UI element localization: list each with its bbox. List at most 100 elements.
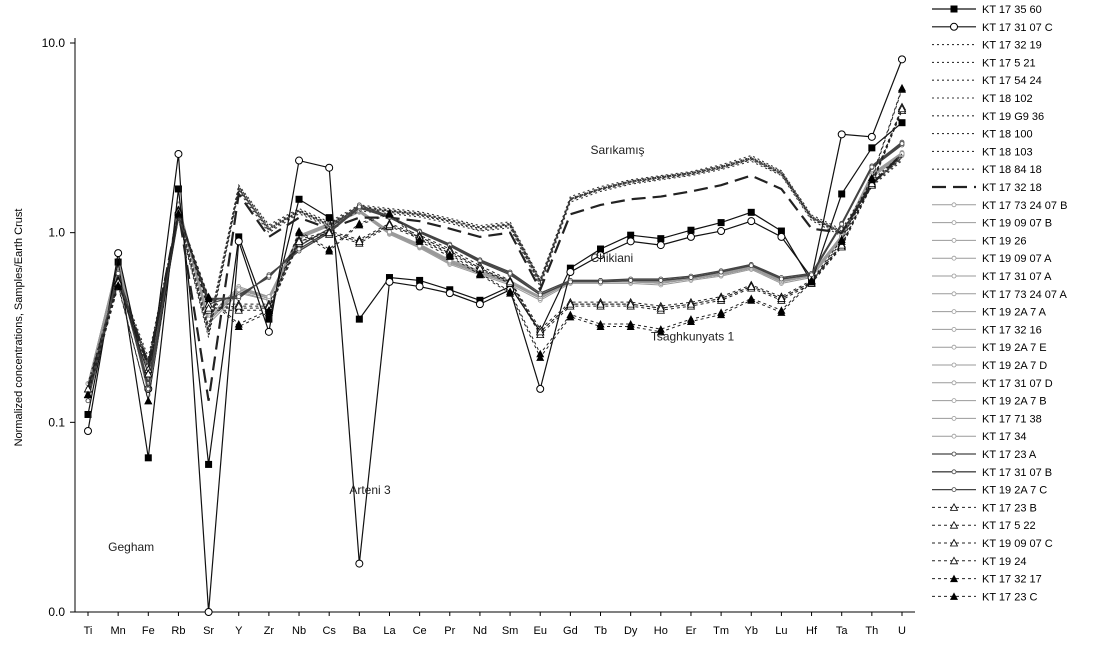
data-point bbox=[951, 309, 957, 315]
legend-label: KT 17 5 22 bbox=[982, 520, 1036, 532]
data-point bbox=[205, 460, 213, 468]
x-tick-label: Y bbox=[235, 625, 243, 637]
data-point bbox=[294, 237, 304, 245]
data-point bbox=[626, 299, 635, 308]
legend-entry: KT 17 5 22 bbox=[932, 520, 1036, 532]
legend-entry: KT 17 73 24 07 A bbox=[932, 289, 1067, 301]
legend-label: KT 17 23 A bbox=[982, 449, 1037, 461]
data-point bbox=[717, 308, 726, 316]
series-line bbox=[87, 59, 903, 613]
series-kt-17-35-60 bbox=[84, 119, 906, 468]
data-point bbox=[951, 451, 957, 457]
series-line bbox=[87, 156, 903, 384]
x-tick-label: Ba bbox=[353, 625, 367, 637]
data-point bbox=[951, 291, 957, 297]
x-tick-label: Nd bbox=[473, 625, 487, 637]
x-tick-label: Rb bbox=[171, 625, 185, 637]
legend-entry: KT 18 102 bbox=[932, 93, 1033, 105]
data-point bbox=[951, 273, 957, 279]
data-point bbox=[951, 433, 957, 439]
series-kt-18-103 bbox=[87, 156, 903, 384]
legend-label: KT 17 73 24 07 B bbox=[982, 200, 1067, 212]
data-point bbox=[656, 325, 665, 333]
data-point bbox=[688, 275, 694, 280]
data-point bbox=[144, 369, 153, 378]
data-point bbox=[951, 237, 957, 243]
legend-entry: KT 17 54 24 bbox=[932, 75, 1042, 87]
series-line bbox=[87, 155, 903, 390]
series-kt-17-23-a bbox=[85, 142, 905, 404]
series-kt-19-09-07-c bbox=[83, 106, 907, 399]
legend-entry: KT 19 2A 7 E bbox=[932, 342, 1047, 354]
data-point bbox=[505, 277, 515, 286]
data-point bbox=[951, 487, 957, 493]
series-line bbox=[87, 108, 903, 395]
data-point bbox=[807, 276, 816, 284]
data-point bbox=[174, 149, 183, 158]
data-point bbox=[567, 279, 573, 285]
legend-entry: KT 17 5 21 bbox=[932, 57, 1036, 69]
series-line bbox=[87, 108, 903, 390]
data-point bbox=[626, 319, 635, 328]
series-kt-17-31-07-c bbox=[84, 55, 906, 616]
legend-label: KT 17 23 B bbox=[982, 502, 1037, 514]
legend-entry: KT 17 73 24 07 B bbox=[932, 200, 1067, 212]
data-point bbox=[748, 263, 754, 269]
data-point bbox=[951, 326, 957, 332]
series-kt-18-100 bbox=[87, 156, 903, 390]
data-point bbox=[950, 22, 958, 31]
data-point bbox=[475, 269, 484, 277]
data-point bbox=[144, 396, 153, 405]
data-point bbox=[898, 55, 906, 64]
data-point bbox=[951, 398, 957, 404]
data-point bbox=[837, 235, 846, 244]
data-point bbox=[536, 384, 545, 393]
data-point bbox=[325, 214, 333, 222]
data-point bbox=[951, 202, 957, 208]
x-tick-label: Lu bbox=[775, 625, 787, 637]
series-kt-19-24 bbox=[83, 104, 907, 393]
data-point bbox=[385, 274, 393, 282]
legend-label: KT 17 35 60 bbox=[982, 4, 1042, 16]
data-point bbox=[84, 427, 92, 436]
data-point bbox=[355, 219, 364, 227]
legend-label: KT 17 23 C bbox=[982, 591, 1037, 603]
y-tick-label: 0.1 bbox=[48, 415, 65, 429]
data-point bbox=[295, 156, 304, 165]
data-point bbox=[385, 208, 394, 217]
data-point bbox=[234, 305, 243, 314]
x-tick-label: Er bbox=[685, 625, 696, 637]
annotation: Sarıkamış bbox=[591, 143, 645, 157]
legend-label: KT 18 100 bbox=[982, 129, 1033, 141]
x-tick-label: Dy bbox=[624, 625, 638, 637]
data-point bbox=[951, 415, 957, 421]
legend-entry: KT 17 31 07 A bbox=[932, 271, 1052, 283]
data-point bbox=[656, 241, 665, 250]
data-point bbox=[204, 608, 213, 616]
x-tick-label: Th bbox=[865, 625, 878, 637]
series-kt-19-g9-36 bbox=[87, 160, 903, 395]
series-kt-17-23-b bbox=[83, 104, 907, 399]
data-point bbox=[236, 294, 242, 300]
x-tick-label: Eu bbox=[533, 625, 546, 637]
legend-entry: KT 17 34 bbox=[932, 431, 1026, 443]
legend-label: KT 17 5 21 bbox=[982, 57, 1036, 69]
series-line bbox=[87, 157, 903, 390]
data-point bbox=[687, 226, 695, 234]
data-point bbox=[325, 228, 334, 237]
data-point bbox=[204, 303, 213, 312]
data-point bbox=[234, 319, 243, 328]
data-point bbox=[686, 232, 695, 241]
data-point bbox=[295, 195, 303, 203]
axes-layer: 10.0 1.0 0.1 0.0 Normalized concentrations, … bbox=[13, 36, 915, 637]
series-kt-18-84-18 bbox=[87, 157, 903, 390]
data-point bbox=[537, 292, 543, 298]
data-point bbox=[951, 255, 957, 261]
legend-entry: KT 17 32 16 bbox=[932, 324, 1042, 336]
x-tick-label: Tm bbox=[713, 625, 729, 637]
x-tick-label: Nb bbox=[292, 625, 306, 637]
series-line bbox=[87, 87, 903, 401]
x-tick-label: Ti bbox=[84, 625, 93, 637]
data-point bbox=[950, 5, 958, 13]
data-point bbox=[264, 306, 273, 314]
